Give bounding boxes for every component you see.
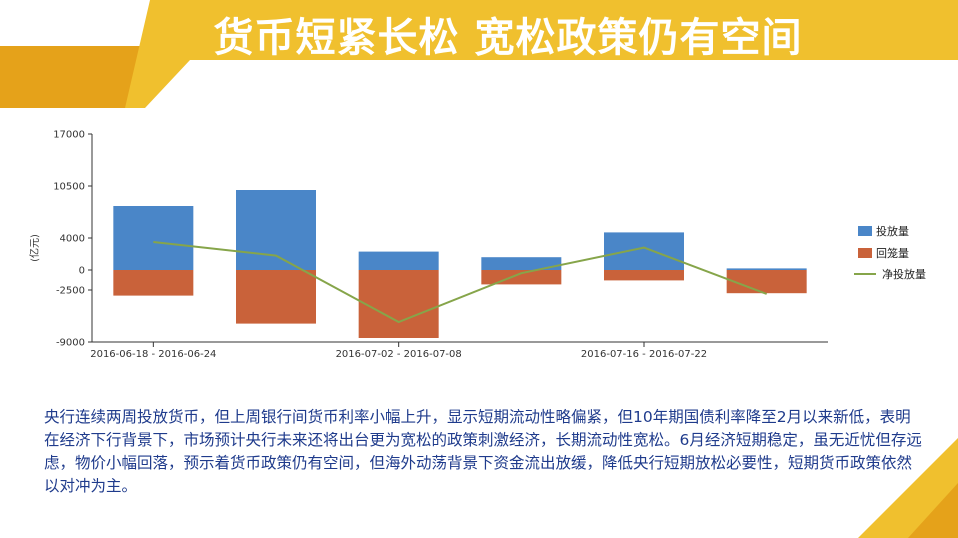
x-tick-label: 2016-06-18 - 2016-06-24 — [90, 349, 216, 360]
legend-label-recover: 回笼量 — [876, 246, 909, 260]
legend-swatch-invest — [858, 226, 872, 236]
body-paragraph: 央行连续两周投放货币，但上周银行间货币利率小幅上升，显示短期流动性略偏紧，但10… — [44, 408, 922, 495]
x-tick-label: 2016-07-02 - 2016-07-08 — [336, 349, 462, 360]
bar-recover — [726, 270, 807, 294]
bar-invest — [726, 268, 807, 270]
legend-swatch-recover — [858, 248, 872, 258]
y-tick-label: 0 — [79, 266, 85, 277]
x-tick-label: 2016-07-16 - 2016-07-22 — [581, 349, 707, 360]
chart: 17000 10500 4000 0 -2500 -9000 (亿元) 2016-06-18 … — [28, 130, 926, 361]
bar-recover — [604, 270, 684, 281]
y-tick-label: -9000 — [56, 338, 85, 349]
bar-invest — [604, 232, 684, 270]
y-axis-label: (亿元) — [28, 234, 41, 262]
bar-recover — [358, 270, 439, 338]
y-tick-label: 17000 — [53, 130, 85, 141]
bar-recover — [113, 270, 194, 296]
page-title: 货币短紧长松 宽松政策仍有空间 — [213, 15, 803, 61]
bar-recover — [481, 270, 562, 285]
y-tick-label: 4000 — [60, 234, 85, 245]
legend-label-invest: 投放量 — [876, 224, 909, 238]
corner-decoration — [858, 438, 958, 538]
title-banner-decoration — [0, 0, 958, 108]
legend-label-net: 净投放量 — [882, 267, 926, 281]
y-tick-label: 10500 — [53, 182, 85, 193]
bar-recover — [236, 270, 316, 324]
y-tick-label: -2500 — [56, 286, 85, 297]
bar-invest — [113, 206, 194, 270]
bar-invest — [236, 190, 316, 270]
net-line — [153, 241, 768, 324]
bar-invest — [481, 257, 562, 270]
bar-invest — [358, 251, 439, 270]
